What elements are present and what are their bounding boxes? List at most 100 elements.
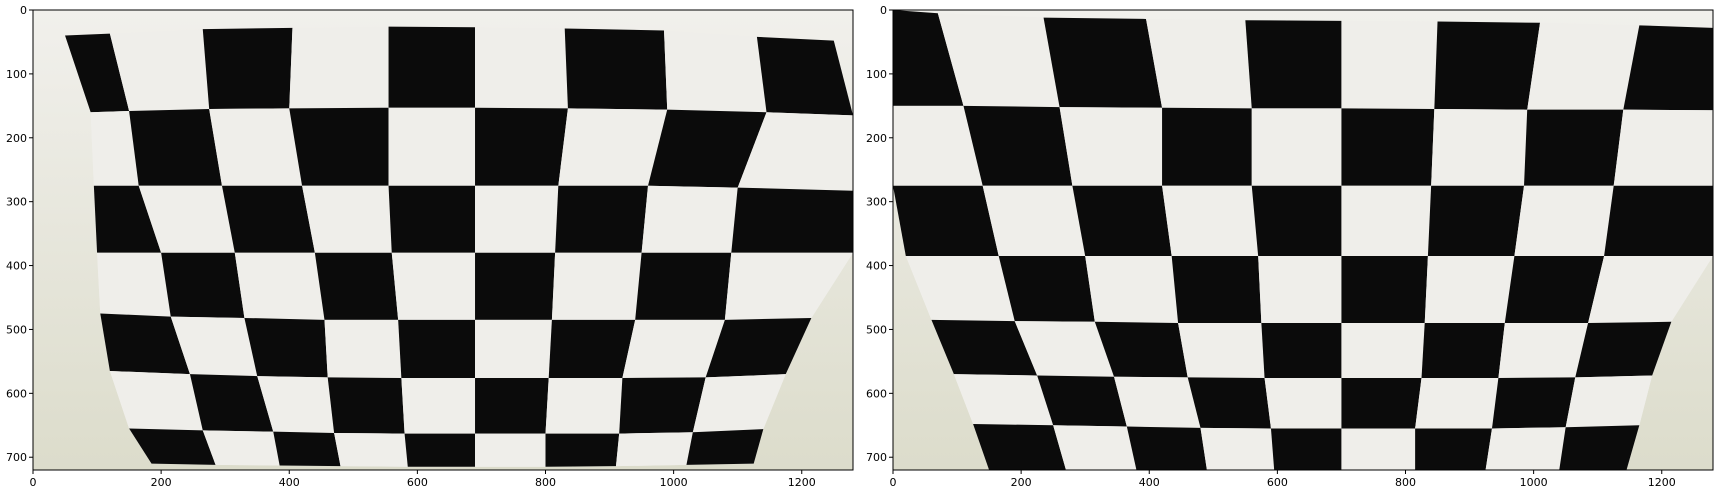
white-square	[664, 30, 767, 113]
white-square	[551, 252, 642, 320]
white-square	[1431, 109, 1528, 186]
white-square	[1178, 323, 1265, 378]
chessboard-photo	[33, 10, 853, 470]
black-square	[327, 377, 405, 434]
black-square	[202, 27, 293, 110]
white-square	[737, 112, 853, 191]
black-square	[648, 109, 767, 188]
white-square	[1258, 255, 1342, 324]
y-tick-label: 700	[866, 451, 887, 464]
black-square	[221, 185, 315, 253]
white-square	[475, 433, 546, 467]
white-square	[401, 378, 476, 434]
white-square	[1341, 185, 1432, 256]
white-square	[1162, 185, 1259, 256]
x-tick-label: 800	[1395, 476, 1416, 489]
white-square	[388, 107, 476, 186]
black-square	[1037, 375, 1127, 427]
white-square	[1200, 427, 1275, 470]
black-square	[1043, 17, 1163, 108]
black-square	[635, 252, 732, 320]
white-square	[1415, 378, 1499, 429]
white-square	[209, 108, 303, 186]
black-square	[1415, 428, 1492, 470]
white-square	[622, 319, 725, 378]
white-square	[302, 185, 392, 253]
black-square	[273, 431, 341, 467]
black-square	[1524, 109, 1624, 186]
white-square	[1514, 185, 1614, 256]
black-square	[398, 319, 476, 378]
black-square	[1341, 255, 1428, 324]
white-square	[97, 252, 171, 317]
black-square	[1575, 321, 1672, 378]
black-square	[1559, 425, 1640, 470]
y-tick-label: 600	[6, 387, 27, 400]
y-tick-label: 100	[6, 68, 27, 81]
white-square	[1485, 427, 1566, 470]
black-square	[893, 185, 999, 256]
original-image-plot: 0 200 400 600 800 1000 1200 0 100 200 300 400 500 600…	[6, 4, 854, 489]
black-square	[1245, 20, 1342, 109]
white-square	[1527, 22, 1640, 110]
white-square	[1565, 375, 1653, 428]
white-square	[558, 108, 668, 186]
white-square	[475, 185, 559, 253]
black-square	[475, 378, 549, 434]
black-square	[1072, 185, 1172, 256]
white-square	[170, 316, 258, 377]
y-tick-label: 400	[6, 260, 27, 273]
x-tick-label: 200	[1011, 476, 1032, 489]
white-square	[1251, 108, 1342, 186]
white-square	[953, 374, 1054, 426]
black-square	[548, 319, 636, 378]
white-square	[1498, 323, 1589, 378]
black-square	[1187, 377, 1271, 429]
x-tick-label: 600	[1267, 476, 1288, 489]
black-square	[686, 429, 764, 465]
x-tick-label: 200	[151, 476, 172, 489]
y-tick-label: 300	[866, 196, 887, 209]
black-square	[619, 377, 706, 434]
x-tick-label: 1200	[1648, 476, 1676, 489]
black-square	[65, 33, 130, 113]
x-tick-label: 0	[30, 476, 37, 489]
black-square	[161, 252, 245, 318]
black-square	[564, 28, 668, 110]
black-square	[1251, 185, 1342, 256]
black-square	[1341, 108, 1435, 186]
white-square	[234, 252, 325, 320]
white-square	[1613, 109, 1713, 186]
white-square	[391, 252, 476, 320]
white-square	[1588, 255, 1713, 324]
black-square	[931, 319, 1038, 376]
white-square	[724, 252, 853, 320]
black-square	[731, 187, 853, 253]
white-square	[615, 432, 693, 467]
black-square	[1094, 321, 1188, 378]
y-tick-label: 200	[6, 132, 27, 145]
black-square	[1270, 428, 1342, 470]
white-square	[109, 370, 203, 431]
y-tick-label: 600	[866, 387, 887, 400]
white-square	[1341, 323, 1425, 378]
y-tick-label: 500	[6, 323, 27, 336]
black-square	[1261, 323, 1342, 378]
x-tick-label: 600	[407, 476, 428, 489]
black-square	[555, 185, 648, 253]
black-square	[314, 252, 399, 320]
white-square	[1341, 20, 1438, 110]
black-square	[1604, 185, 1713, 256]
y-tick-label: 200	[866, 132, 887, 145]
white-square	[1341, 428, 1416, 470]
white-square	[1114, 376, 1201, 428]
y-tick-label: 300	[6, 196, 27, 209]
white-square	[692, 374, 786, 433]
white-square	[1085, 255, 1179, 324]
y-tick-label: 400	[866, 260, 887, 273]
white-square	[138, 185, 235, 253]
black-square	[189, 374, 274, 432]
undistorted-image-panel: 0 200 400 600 800 1000 1200 0 100 200 300 400 500 600…	[858, 0, 1719, 494]
x-tick-label: 400	[279, 476, 300, 489]
white-square	[905, 255, 1015, 322]
